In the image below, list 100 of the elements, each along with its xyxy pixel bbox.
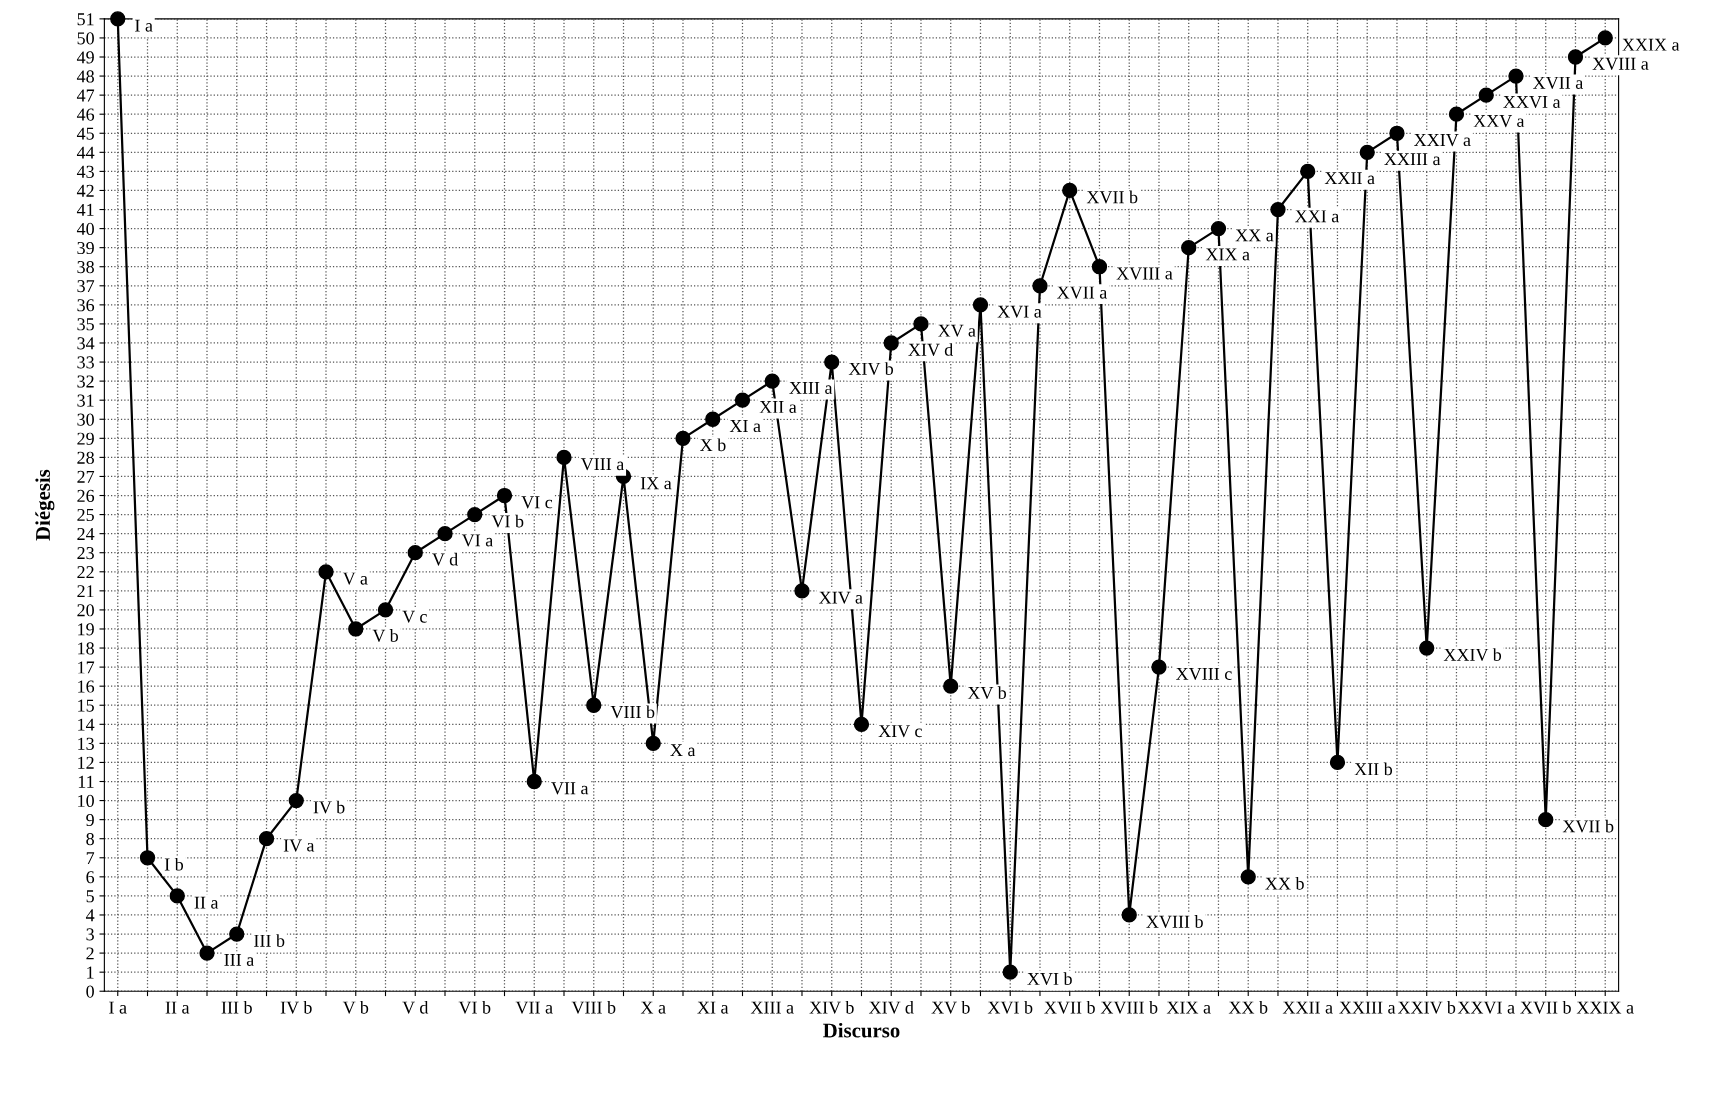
- data-label: XVII a: [1533, 76, 1584, 90]
- point: [705, 411, 721, 427]
- point: [1300, 163, 1316, 180]
- data-label: III a: [224, 953, 254, 966]
- y-tick-label: 18: [78, 642, 94, 655]
- point: [883, 335, 899, 351]
- y-tick-label: 26: [77, 489, 95, 502]
- y-tick-label: 42: [76, 184, 94, 197]
- y-tick-label: 40: [76, 222, 94, 236]
- y-tick-label: 35: [77, 318, 94, 331]
- data-label: V a: [342, 572, 368, 585]
- data-label: X b: [700, 438, 726, 452]
- data-label: XXIV a: [1414, 134, 1471, 147]
- y-tick-label: 38: [77, 260, 94, 274]
- y-tick-label: 37: [77, 280, 95, 293]
- data-label: XXVI a: [1503, 95, 1561, 109]
- y-tick-label: 13: [78, 737, 94, 750]
- y-tick-label: 39: [77, 241, 94, 255]
- data-label: XVII b: [1562, 819, 1614, 833]
- y-tick-label: 1: [87, 966, 94, 979]
- y-axis-title: Diégesis: [35, 469, 55, 541]
- point: [258, 831, 275, 847]
- data-label: XVII b: [1086, 190, 1138, 204]
- x-tick-label: XVIII b: [1100, 1000, 1158, 1014]
- point: [1359, 144, 1375, 160]
- point: [496, 487, 513, 504]
- data-label: VII a: [551, 782, 589, 795]
- data-label: XVI a: [997, 305, 1042, 318]
- x-tick-label: XVI b: [987, 1000, 1033, 1014]
- data-label: IV b: [313, 800, 345, 814]
- y-tick-label: 48: [76, 70, 94, 83]
- point: [229, 926, 245, 942]
- point: [1181, 240, 1197, 256]
- y-tick-label: 34: [77, 337, 95, 350]
- point: [1270, 201, 1286, 218]
- y-tick-label: 19: [78, 623, 94, 636]
- data-label: IV a: [283, 839, 315, 852]
- x-tick-label: XX b: [1228, 1000, 1268, 1014]
- y-tick-label: 36: [77, 299, 95, 312]
- y-tick-label: 27: [77, 470, 95, 483]
- data-label: VI b: [491, 514, 524, 528]
- point: [645, 735, 661, 752]
- point: [1210, 220, 1227, 237]
- y-tick-label: 44: [76, 146, 95, 159]
- x-tick-label: XIV b: [809, 1000, 854, 1014]
- data-label: XVII a: [1057, 286, 1108, 299]
- y-tick-label: 46: [76, 108, 95, 121]
- y-tick-label: 0: [86, 985, 94, 998]
- data-label: XXI a: [1295, 210, 1340, 223]
- data-label: III b: [254, 934, 285, 947]
- data-label: XVIII a: [1592, 57, 1649, 70]
- y-tick-label: 47: [76, 89, 95, 102]
- data-label: XIV a: [819, 591, 863, 604]
- x-tick-label: I a: [109, 1001, 127, 1014]
- point: [675, 430, 691, 446]
- y-tick-label: 2: [86, 947, 94, 960]
- point: [943, 678, 959, 694]
- point: [853, 716, 870, 732]
- y-tick-label: 8: [86, 832, 94, 846]
- y-tick-label: 22: [77, 566, 94, 579]
- data-label: XIX a: [1205, 248, 1250, 261]
- data-label: VIII b: [610, 705, 655, 719]
- x-tick-label: XIX a: [1166, 1001, 1211, 1014]
- data-label: XIII a: [789, 381, 833, 394]
- point: [1478, 87, 1494, 103]
- x-tick-label: V d: [402, 1000, 429, 1014]
- data-label: XVIII a: [1116, 267, 1173, 280]
- data-label: XX b: [1265, 876, 1304, 890]
- x-tick-label: IV b: [280, 1000, 312, 1014]
- y-tick-label: 9: [86, 813, 94, 827]
- point: [913, 316, 929, 332]
- point: [1002, 964, 1018, 980]
- point: [972, 297, 989, 313]
- y-tick-label: 51: [77, 13, 94, 26]
- x-tick-label: XXIII a: [1339, 1001, 1396, 1014]
- x-axis-title: Discurso: [823, 1022, 900, 1038]
- y-tick-label: 15: [78, 699, 94, 712]
- point: [734, 392, 751, 408]
- x-tick-label: XIII a: [750, 1001, 794, 1014]
- y-tick-label: 4: [85, 909, 95, 922]
- y-tick-label: 7: [86, 852, 95, 865]
- data-label: XV a: [938, 324, 976, 337]
- point: [1121, 907, 1137, 923]
- y-tick-label: 5: [86, 890, 94, 903]
- data-label: XIV b: [848, 362, 894, 375]
- y-tick-label: 29: [77, 432, 94, 445]
- y-tick-label: 23: [77, 547, 94, 560]
- y-tick-label: 21: [77, 585, 94, 598]
- y-tick-label: 30: [77, 413, 94, 426]
- data-label: XXIX a: [1622, 38, 1680, 51]
- point: [764, 373, 780, 389]
- point: [1240, 869, 1256, 885]
- y-tick-label: 24: [77, 527, 95, 540]
- y-tick-label: 28: [77, 451, 94, 464]
- y-tick-label: 12: [78, 756, 94, 769]
- y-tick-label: 41: [76, 203, 94, 216]
- x-tick-label: VIII b: [571, 1000, 616, 1014]
- point: [348, 621, 364, 637]
- y-tick-label: 49: [76, 51, 94, 64]
- data-label: XVIII c: [1176, 667, 1232, 681]
